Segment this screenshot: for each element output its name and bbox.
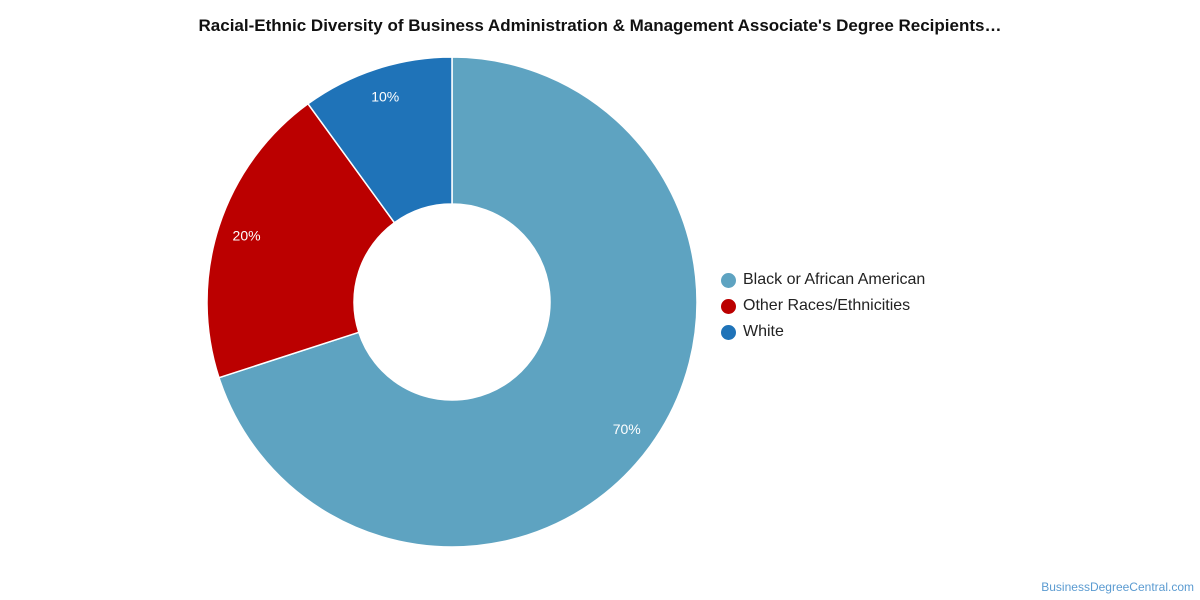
legend-item-white[interactable]: White (721, 319, 925, 345)
legend-label: Black or African American (743, 271, 926, 288)
source-watermark[interactable]: BusinessDegreeCentral.com (1041, 580, 1194, 594)
legend-item-black-or-african-american[interactable]: Black or African American (721, 267, 925, 293)
legend-marker (721, 324, 736, 340)
legend-label: Other Races/Ethnicities (743, 297, 911, 314)
slice-white[interactable] (306, 56, 453, 224)
chart-title: Racial-Ethnic Diversity of Business Admi… (198, 16, 1002, 35)
chart-legend: Black or African American Other Races/Eth… (721, 267, 925, 345)
slice-other-races-ethnicities[interactable] (206, 102, 396, 379)
slice-label-white: 10% (371, 89, 399, 105)
slice-label-black-or-african-american: 70% (613, 421, 641, 437)
legend-marker (721, 298, 736, 314)
legend-label: White (743, 323, 784, 340)
legend-marker (721, 272, 736, 288)
slice-label-other-races-ethnicities: 20% (233, 227, 261, 243)
slice-black-or-african-american[interactable] (218, 56, 698, 548)
legend-item-other-races-ethnicities[interactable]: Other Races/Ethnicities (721, 293, 925, 319)
